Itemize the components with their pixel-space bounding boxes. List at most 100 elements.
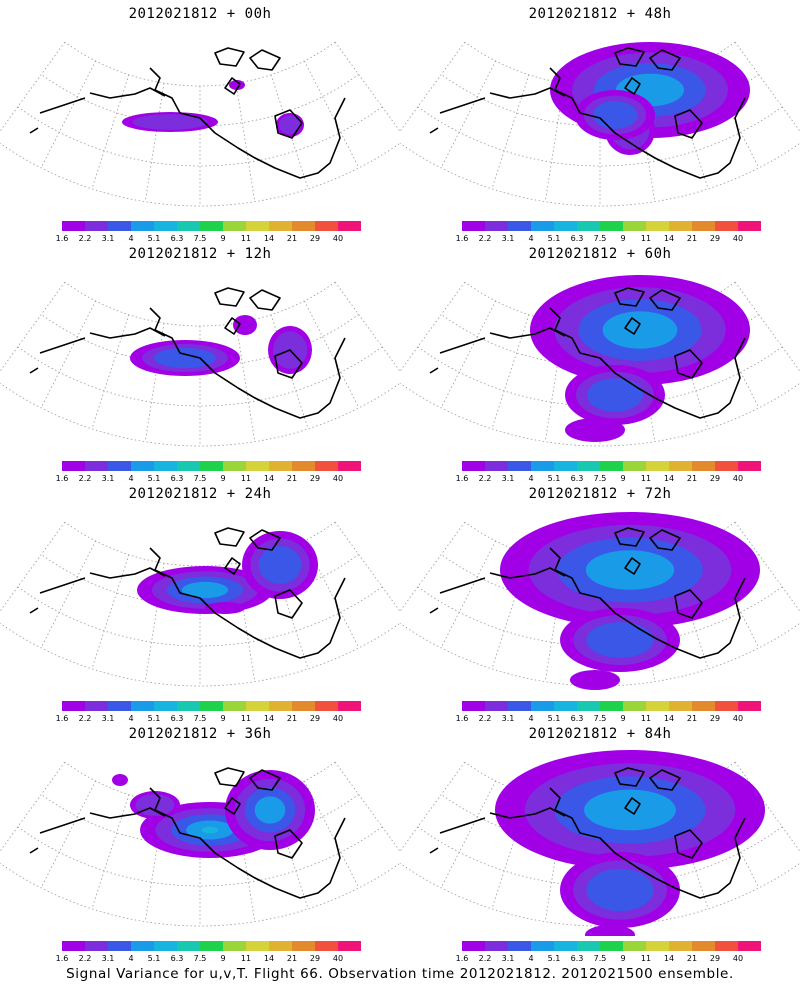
coastline [614,287,645,307]
colorbar-tick-label: 1.6 [455,954,469,963]
colorbar-swatch [62,941,85,951]
colorbar-swatch [692,701,715,711]
variance-contour [132,114,208,130]
colorbar-swatch [715,221,738,231]
colorbar-swatch [338,221,361,231]
colorbar-tick-label: 9 [620,474,626,483]
colorbar-tick-label: 9 [220,954,226,963]
variance-contour [584,789,676,831]
coastline [674,349,703,379]
colorbar-swatch [485,461,508,471]
coastline [489,87,566,99]
colorbar-tick-label: 3.1 [101,234,115,243]
colorbar-swatch [462,941,485,951]
graticule-latitude-line [64,521,336,567]
colorbar-tick-label: 29 [709,234,721,243]
coastline [29,127,39,134]
colorbar-swatch [646,941,669,951]
colorbar-swatch [131,221,154,231]
graticule-meridian-line [400,521,466,612]
colorbar-tick-label: 6.3 [570,714,584,723]
graticule-meridian-line [400,41,466,132]
colorbar-tick-label: 2.2 [78,234,92,243]
panel-title: 2012021812 + 60h [528,246,672,262]
colorbar-swatch [85,221,108,231]
colorbar [462,701,761,711]
colorbar-tick-label: 11 [640,954,652,963]
coastline [614,47,645,67]
variance-contour [587,378,643,412]
colorbar-swatch [715,701,738,711]
colorbar-swatch [85,701,108,711]
map-canvas [400,41,800,207]
colorbar-swatch [338,701,361,711]
colorbar-tick-label: 2.2 [78,474,92,483]
graticule-latitude-line [400,142,800,207]
coastline [429,367,439,374]
colorbar-swatch [246,941,269,951]
colorbar-tick-label: 4 [528,234,534,243]
variance-contour [586,868,654,912]
colorbar-tick-label: 1.6 [55,714,69,723]
colorbar-tick-label: 6.3 [570,954,584,963]
coastline [439,577,486,594]
colorbar-tick-label: 5.1 [547,234,561,243]
coastline [614,527,645,547]
colorbar-swatch [462,221,485,231]
colorbar-tick-label: 29 [709,954,721,963]
coastline [224,557,241,575]
coastline [224,317,241,335]
graticule-meridian-line [304,780,360,889]
colorbar-swatch [462,461,485,471]
colorbar-swatch [315,221,338,231]
colorbar-tick-label: 14 [263,234,275,243]
colorbar-swatch [62,701,85,711]
colorbar-swatch [715,941,738,951]
variance-contour [570,670,620,690]
colorbar-swatch [223,701,246,711]
map-panel: 2012021812 + 48h 1.6 2.2 3.1 4 5.1 6.3 7.5 9 11 14… [400,0,800,243]
graticule-meridian-line [40,300,96,409]
variance-contour [229,80,245,90]
coastline [649,769,681,791]
coastline [39,337,86,354]
graticule-meridian-line [91,74,130,189]
colorbar-tick-label: 1.6 [455,474,469,483]
colorbar-swatch [292,941,315,951]
colorbar-tick-label: 4 [128,474,134,483]
colorbar-tick-label: 3.1 [501,234,515,243]
colorbar-swatch [623,461,646,471]
panel-title: 2012021812 + 24h [128,486,272,502]
colorbar-tick-label: 4 [528,474,534,483]
coastline [489,327,566,339]
colorbar-tick-label: 1.6 [55,474,69,483]
colorbar-tick-label: 40 [732,714,744,723]
colorbar-swatch [223,461,246,471]
colorbar-tick-label: 29 [309,234,321,243]
variance-contour [135,794,175,816]
graticule-latitude-line [400,382,800,447]
colorbar-swatch [131,701,154,711]
panel-title: 2012021812 + 48h [528,6,672,22]
colorbar-tick-label: 3.1 [501,474,515,483]
coastline [674,589,703,619]
coastline [649,49,681,71]
colorbar-tick-label: 9 [220,234,226,243]
colorbar-tick-label: 40 [332,234,344,243]
colorbar-swatch [623,221,646,231]
colorbar-tick-label: 4 [528,954,534,963]
colorbar-tick-label: 5.1 [147,474,161,483]
colorbar-tick-label: 6.3 [170,954,184,963]
colorbar-swatch [462,701,485,711]
coastline [214,287,245,307]
coastline [224,77,241,95]
colorbar-tick-label: 11 [240,954,252,963]
colorbar-swatch [485,221,508,231]
colorbar-swatch [85,941,108,951]
coastline [149,547,346,659]
variance-contour [201,826,219,834]
colorbar-tick-label: 21 [686,234,698,243]
coastline [249,769,281,791]
colorbar-swatch [131,941,154,951]
coastline [614,767,645,787]
